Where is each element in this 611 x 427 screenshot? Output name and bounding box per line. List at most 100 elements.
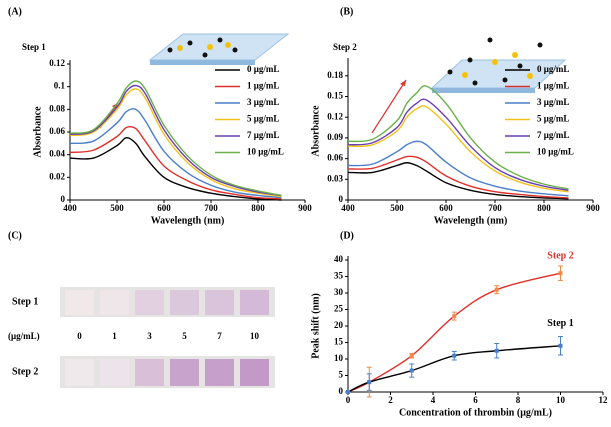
x-tick-label: 900 — [298, 203, 312, 213]
unit-label: (μg/mL) — [8, 331, 40, 341]
series-label: Step 1 — [547, 318, 573, 329]
series-line — [347, 105, 569, 193]
marker — [367, 380, 372, 385]
y-tick-label: 35 — [334, 271, 344, 281]
annotation: Step 2 — [333, 42, 357, 52]
x-tick-label: 700 — [488, 203, 502, 213]
legend-label: 1 μg/mL — [537, 81, 569, 91]
well — [170, 359, 199, 386]
y-tick-label: 0.12 — [327, 111, 343, 121]
y-tick-label: 0.18 — [327, 70, 343, 80]
series-line — [347, 98, 569, 192]
x-tick-label: 900 — [586, 203, 600, 213]
x-tick-label: 700 — [204, 203, 218, 213]
concentration-label: 10 — [250, 331, 260, 341]
series-line — [347, 162, 569, 200]
legend-label: 3 μg/mL — [537, 97, 569, 107]
series-line — [347, 345, 561, 393]
marker — [346, 390, 350, 394]
y-tick-label: 5 — [339, 370, 344, 380]
y-tick-label: 20 — [334, 320, 344, 330]
marker — [409, 368, 414, 373]
y-tick-label: 0.15 — [327, 91, 343, 101]
row-label: Step 1 — [12, 296, 38, 307]
series-line — [347, 140, 569, 197]
x-tick-label: 600 — [157, 203, 171, 213]
well — [65, 359, 94, 386]
marker — [452, 353, 457, 358]
series-line — [347, 272, 561, 393]
series-line — [69, 108, 282, 199]
series-line — [347, 85, 569, 190]
y-axis-label: Absorbance — [32, 106, 43, 158]
x-tick-label: 400 — [341, 203, 355, 213]
x-tick-label: 12 — [599, 395, 609, 405]
x-axis-label: Wavelength (nm) — [434, 215, 508, 226]
legend-label: 7 μg/mL — [537, 130, 569, 140]
well — [240, 290, 269, 315]
y-axis-label: Absorbance — [310, 105, 321, 157]
concentration-label: 5 — [182, 331, 187, 341]
marker — [494, 348, 499, 353]
series-line — [69, 88, 282, 198]
strip — [60, 287, 275, 317]
panel-label: (D) — [340, 230, 354, 241]
well — [205, 290, 234, 315]
well — [205, 359, 234, 386]
legend-label: 1 μg/mL — [247, 81, 279, 91]
y-tick-label: 0.08 — [49, 103, 65, 113]
x-tick-label: 6 — [473, 395, 478, 405]
row-label: Step 2 — [12, 366, 38, 377]
y-tick-label: 15 — [334, 337, 344, 347]
y-tick-label: 30 — [334, 287, 344, 297]
inset-a — [148, 33, 290, 65]
series-line — [69, 80, 282, 197]
x-axis-label: Concentration of thrombin (μg/mL) — [399, 407, 552, 418]
panel-label: (A) — [8, 6, 22, 17]
series-line — [347, 155, 569, 199]
well — [65, 290, 94, 315]
legend-label: 5 μg/mL — [247, 114, 279, 124]
concentration-label: 7 — [217, 331, 222, 341]
panel-label: (B) — [340, 6, 353, 17]
strip — [60, 356, 275, 388]
y-tick-label: 25 — [334, 304, 344, 314]
well — [100, 359, 129, 386]
y-tick-label: 0.06 — [327, 153, 343, 163]
x-tick-label: 0 — [346, 395, 351, 405]
marker — [494, 287, 499, 292]
arrow-head — [400, 80, 406, 86]
x-tick-label: 4 — [431, 395, 436, 405]
series-line — [69, 136, 282, 201]
arrow — [371, 79, 407, 134]
legend-label: 0 μg/mL — [247, 64, 279, 74]
y-tick-label: 0 — [61, 194, 66, 204]
concentration-label: 0 — [77, 331, 82, 341]
legend-label: 7 μg/mL — [247, 130, 279, 140]
x-tick-label: 500 — [110, 203, 124, 213]
series-label: Step 2 — [547, 250, 573, 261]
y-tick-label: 0.12 — [49, 58, 65, 68]
y-tick-label: 40 — [334, 254, 344, 264]
x-tick-label: 400 — [63, 203, 77, 213]
y-tick-label: 0.09 — [327, 132, 343, 142]
concentration-label: 1 — [112, 331, 117, 341]
marker — [558, 271, 563, 276]
well — [240, 359, 269, 386]
x-tick-label: 800 — [251, 203, 265, 213]
x-tick-label: 10 — [556, 395, 566, 405]
y-tick-label: 0 — [339, 386, 344, 396]
legend-label: 10 μg/mL — [247, 147, 284, 157]
marker — [558, 343, 563, 348]
legend-label: 5 μg/mL — [537, 114, 569, 124]
y-tick-label: 0 — [339, 194, 344, 204]
series-line — [69, 84, 282, 197]
legend-label: 10 μg/mL — [537, 147, 574, 157]
annotation: Step 1 — [22, 42, 46, 52]
y-tick-label: 0.02 — [49, 171, 65, 181]
well — [100, 290, 129, 315]
panel-label: (C) — [8, 230, 22, 241]
x-tick-label: 2 — [388, 395, 393, 405]
well — [170, 290, 199, 315]
